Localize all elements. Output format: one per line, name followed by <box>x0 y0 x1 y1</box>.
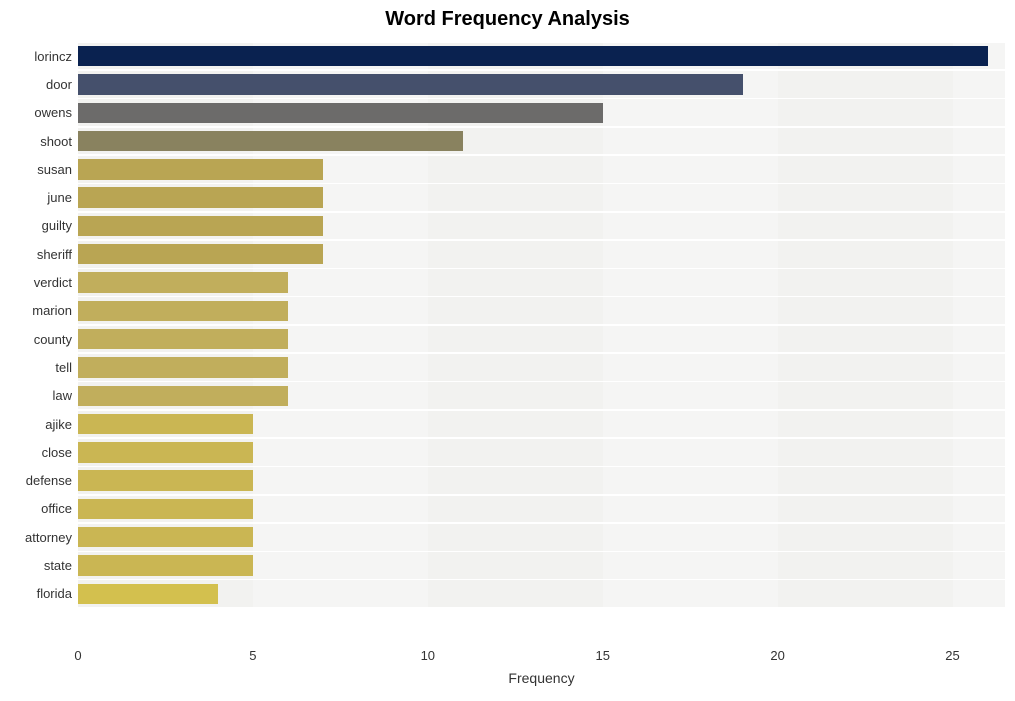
bar-row <box>78 155 1005 183</box>
y-tick-label: sheriff <box>37 247 72 262</box>
y-tick-label: tell <box>55 360 72 375</box>
bar-row <box>78 184 1005 212</box>
y-tick-label: county <box>34 332 72 347</box>
bar <box>78 74 743 94</box>
bar <box>78 414 253 434</box>
y-tick-label: marion <box>32 303 72 318</box>
plot-area <box>78 36 1005 640</box>
bar <box>78 103 603 123</box>
bar <box>78 329 288 349</box>
y-tick-label: close <box>42 445 72 460</box>
bar-row <box>78 523 1005 551</box>
bar-row <box>78 42 1005 70</box>
y-tick-label: state <box>44 558 72 573</box>
y-tick-label: door <box>46 77 72 92</box>
bar-row <box>78 70 1005 98</box>
bar <box>78 301 288 321</box>
bar-row <box>78 495 1005 523</box>
bar <box>78 442 253 462</box>
bar <box>78 527 253 547</box>
x-tick-label: 20 <box>770 648 784 663</box>
bar-row <box>78 268 1005 296</box>
bar <box>78 216 323 236</box>
bar <box>78 46 988 66</box>
y-tick-label: ajike <box>45 417 72 432</box>
bar-row <box>78 438 1005 466</box>
x-tick-label: 5 <box>249 648 256 663</box>
bar-row <box>78 240 1005 268</box>
bar-row <box>78 410 1005 438</box>
bar-row <box>78 353 1005 381</box>
bar-row <box>78 297 1005 325</box>
y-tick-label: lorincz <box>34 49 72 64</box>
y-tick-label: law <box>52 388 72 403</box>
x-axis-label: Frequency <box>508 670 574 686</box>
x-tick-label: 0 <box>74 648 81 663</box>
bar-row <box>78 580 1005 608</box>
chart-container: Word Frequency Analysis Frequency lorinc… <box>0 0 1015 701</box>
y-tick-label: florida <box>37 586 72 601</box>
x-tick-label: 15 <box>595 648 609 663</box>
x-tick-label: 10 <box>421 648 435 663</box>
bar <box>78 244 323 264</box>
y-tick-label: june <box>47 190 72 205</box>
bar <box>78 159 323 179</box>
bar-row <box>78 382 1005 410</box>
bar-row <box>78 127 1005 155</box>
bar-row <box>78 467 1005 495</box>
bar-row <box>78 99 1005 127</box>
bar <box>78 187 323 207</box>
bar <box>78 499 253 519</box>
bar <box>78 470 253 490</box>
y-tick-label: defense <box>26 473 72 488</box>
bar-row <box>78 551 1005 579</box>
y-tick-label: office <box>41 501 72 516</box>
y-tick-label: shoot <box>40 134 72 149</box>
bar <box>78 357 288 377</box>
y-tick-label: attorney <box>25 530 72 545</box>
bar <box>78 555 253 575</box>
bar <box>78 131 463 151</box>
chart-title: Word Frequency Analysis <box>0 8 1015 31</box>
bar-row <box>78 212 1005 240</box>
y-tick-label: verdict <box>34 275 72 290</box>
bar <box>78 584 218 604</box>
x-tick-label: 25 <box>945 648 959 663</box>
bar <box>78 386 288 406</box>
bar <box>78 272 288 292</box>
y-tick-label: guilty <box>42 218 72 233</box>
y-tick-label: owens <box>34 105 72 120</box>
y-tick-label: susan <box>37 162 72 177</box>
bar-row <box>78 325 1005 353</box>
